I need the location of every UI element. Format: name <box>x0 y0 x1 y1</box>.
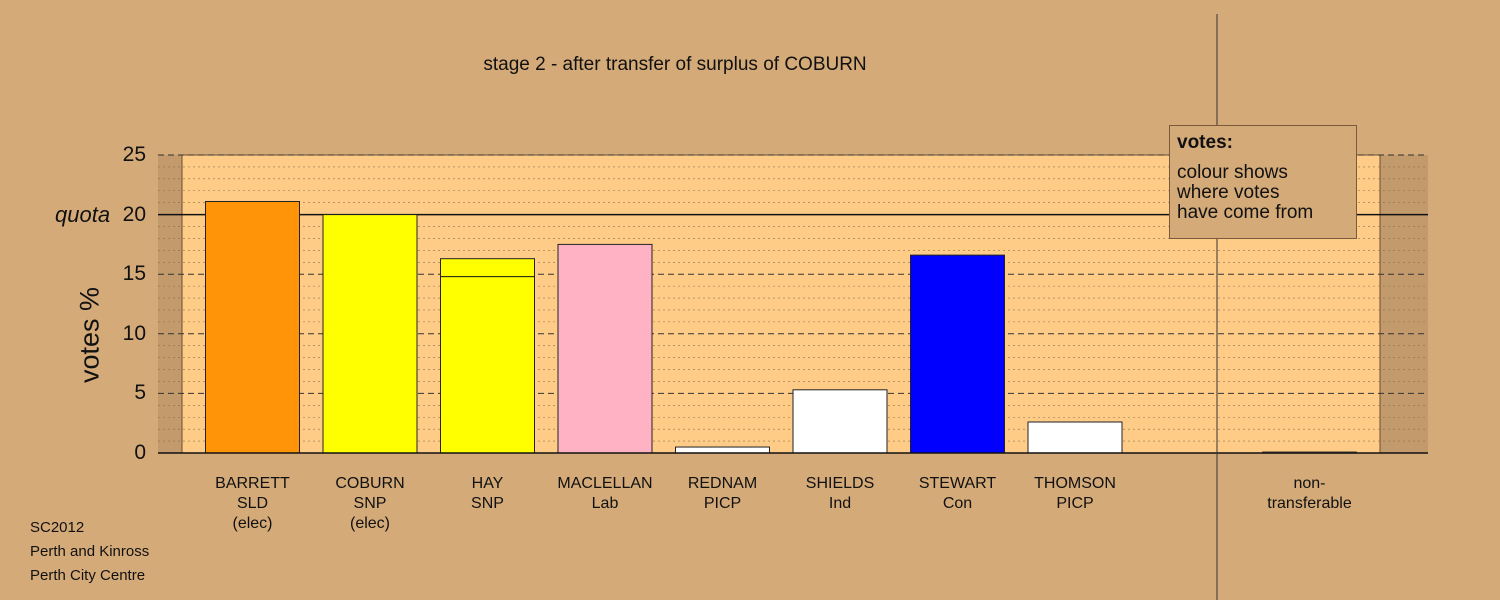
category-label-line: (elec) <box>349 515 390 532</box>
category-label-line: Lab <box>591 495 619 512</box>
bar-thomson <box>1027 421 1123 454</box>
y-tick-label: 5 <box>134 381 146 405</box>
category-label-coburn: COBURN SNP (elec) <box>310 474 430 534</box>
y-tick-label: 0 <box>134 441 146 464</box>
right-margin-area <box>1380 155 1428 453</box>
bars <box>205 200 1357 454</box>
footer-election: SC2012 <box>30 519 85 536</box>
category-label-shields: SHIELDS Ind <box>780 474 900 514</box>
category-label-line: STEWART <box>918 475 997 492</box>
category-label-stewart: STEWART Con <box>898 474 1018 514</box>
category-label-line: HAY <box>471 475 504 492</box>
footer-info: SC2012 Perth and Kinross Perth City Cent… <box>30 516 149 588</box>
bar-maclellan <box>557 243 653 454</box>
category-label-line: REDNAM <box>687 475 758 492</box>
category-label-line: BARRETT <box>215 475 290 492</box>
bar-barrett <box>205 200 300 454</box>
legend: votes: colour shows where votes have com… <box>1169 125 1357 239</box>
category-label-line: THOMSON <box>1034 475 1116 492</box>
y-tick-label: 20 <box>122 202 146 226</box>
footer-council: Perth and Kinross <box>30 543 150 560</box>
bar-shields <box>792 389 888 454</box>
axes <box>158 14 1428 600</box>
footer-ward: Perth City Centre <box>30 567 146 584</box>
category-label-line: Con <box>942 495 973 512</box>
category-label-line: PICP <box>703 495 742 512</box>
legend-line: have come from <box>1177 202 1314 223</box>
category-label-line: SHIELDS <box>805 475 875 492</box>
bar-hay <box>440 276 535 454</box>
bar-rednam <box>675 446 770 454</box>
y-tick-label: 10 <box>122 321 146 345</box>
legend-line: where votes <box>1177 182 1280 203</box>
left-margin-area <box>158 155 182 453</box>
category-label-rednam: REDNAM PICP <box>663 474 783 514</box>
category-label-line: MACLELLAN <box>557 475 653 492</box>
y-tick-label: 15 <box>122 262 146 286</box>
legend-line: colour shows <box>1177 162 1288 183</box>
category-label-line: Ind <box>828 495 852 512</box>
category-label-maclellan: MACLELLAN Lab <box>545 474 665 514</box>
category-label-hay: HAY SNP <box>428 474 548 514</box>
category-label-line: SLD <box>236 495 269 512</box>
chart-title: stage 2 - after transfer of surplus of C… <box>483 54 867 75</box>
category-label-line: non- <box>1293 475 1326 492</box>
category-label-line: SNP <box>471 495 504 512</box>
category-label-barrett: BARRETT SLD (elec) <box>193 474 313 534</box>
category-label-line: transferable <box>1267 495 1352 512</box>
bar-stewart <box>910 254 1005 454</box>
category-label-non-transferable: non-transferable <box>1250 474 1370 514</box>
bar-coburn <box>322 214 418 454</box>
category-label-line: PICP <box>1056 495 1094 512</box>
legend-title: votes: <box>1177 132 1233 153</box>
category-label-line: SNP <box>353 495 387 512</box>
category-label-thomson: THOMSON PICP <box>1015 474 1135 514</box>
category-label-line: (elec) <box>232 515 273 532</box>
quota-label: quota <box>55 202 111 227</box>
bar-hay <box>440 258 535 278</box>
category-label-line: COBURN <box>335 475 405 492</box>
y-tick-label: 25 <box>122 143 146 166</box>
